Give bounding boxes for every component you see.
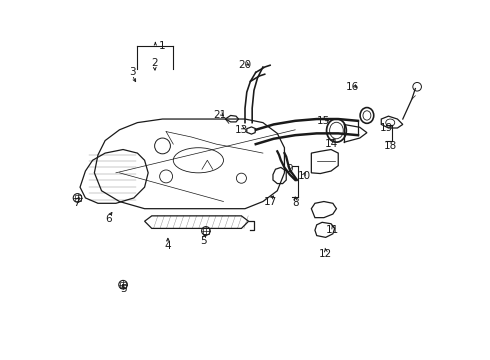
Text: 20: 20 xyxy=(239,60,251,70)
Text: 19: 19 xyxy=(380,123,393,133)
Text: 7: 7 xyxy=(73,198,80,208)
Text: 16: 16 xyxy=(346,82,359,92)
Text: 1: 1 xyxy=(159,41,166,50)
Text: 17: 17 xyxy=(264,197,277,207)
Text: 13: 13 xyxy=(235,125,248,135)
Text: 18: 18 xyxy=(384,141,397,151)
Text: 15: 15 xyxy=(317,116,331,126)
Text: 3: 3 xyxy=(129,67,135,77)
Text: 21: 21 xyxy=(213,111,226,121)
Text: 14: 14 xyxy=(324,139,338,149)
Text: 2: 2 xyxy=(151,58,158,68)
Text: 8: 8 xyxy=(292,198,298,208)
Text: 11: 11 xyxy=(326,225,340,235)
Text: 6: 6 xyxy=(105,215,112,224)
Text: 5: 5 xyxy=(120,284,126,294)
Text: 4: 4 xyxy=(165,241,171,251)
Text: 12: 12 xyxy=(319,248,332,258)
Text: 5: 5 xyxy=(200,236,207,246)
Text: 9: 9 xyxy=(287,164,293,174)
Text: 10: 10 xyxy=(297,171,311,181)
